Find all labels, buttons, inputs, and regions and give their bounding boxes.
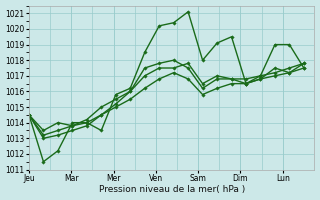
X-axis label: Pression niveau de la mer( hPa ): Pression niveau de la mer( hPa )	[99, 185, 245, 194]
